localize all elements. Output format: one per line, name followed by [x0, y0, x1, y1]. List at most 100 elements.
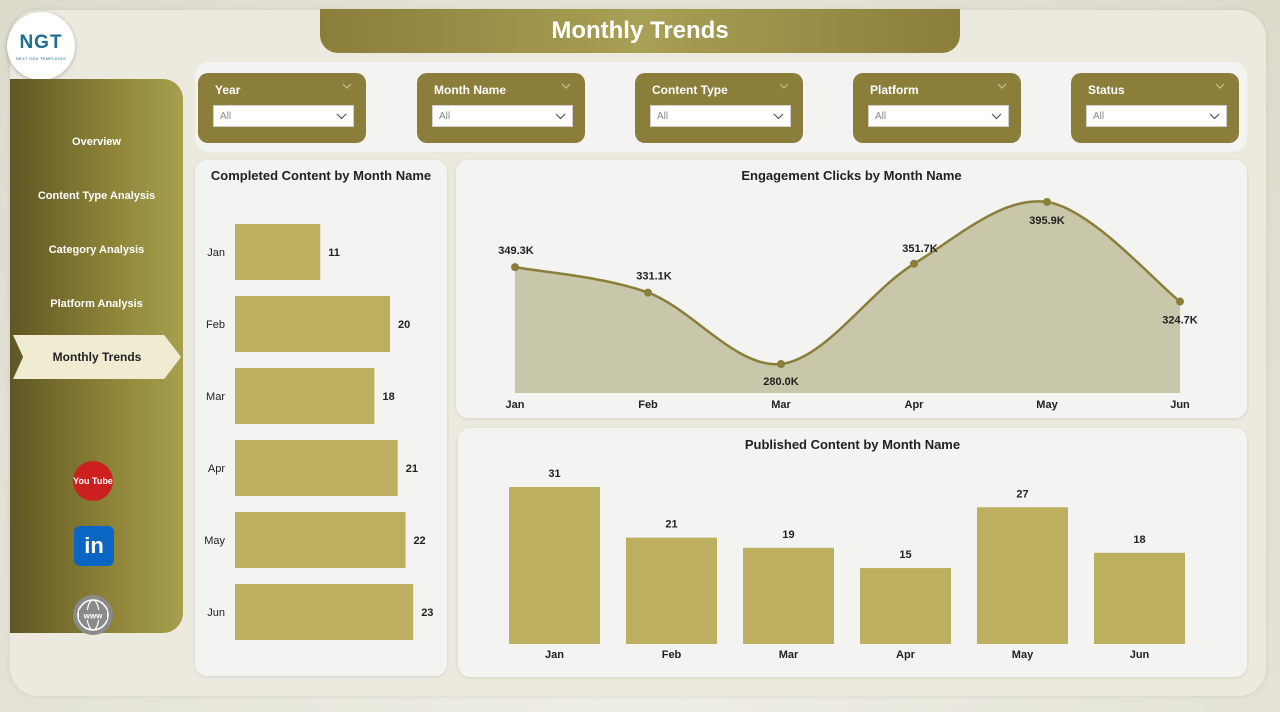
- data-label: 11: [328, 247, 340, 259]
- area-fill: [515, 201, 1180, 393]
- chart-title: Published Content by Month Name: [744, 437, 961, 452]
- sidebar-item-content-type-analysis[interactable]: Content Type Analysis: [10, 181, 183, 211]
- tick-label: Apr: [208, 463, 225, 475]
- tick-label: Feb: [638, 399, 658, 411]
- tick-label: May: [1036, 399, 1058, 411]
- data-label: 27: [1016, 488, 1028, 500]
- data-point: [777, 360, 785, 368]
- bar: [860, 568, 951, 644]
- filter-label: Month Name: [434, 83, 506, 97]
- chevron-down-icon[interactable]: [997, 83, 1007, 89]
- sidebar-item-label: Platform Analysis: [50, 298, 143, 310]
- globe-icon: www: [77, 599, 109, 631]
- chart-title: Completed Content by Month Name: [210, 168, 432, 183]
- logo-text: NGT: [19, 31, 63, 53]
- sidebar-item-label: Content Type Analysis: [37, 190, 156, 202]
- filter-label: Platform: [870, 83, 919, 97]
- series-line: [514, 200, 1181, 366]
- published-content-chart: 31 Jan 21 Feb 19 Mar 15 Apr 27 May 18 Jun: [509, 468, 1185, 661]
- tick-label: Mar: [771, 399, 791, 411]
- chevron-down-icon: [1209, 113, 1220, 119]
- bar: [235, 296, 390, 352]
- data-label: 21: [665, 519, 677, 531]
- data-label: 395.9K: [1029, 215, 1065, 227]
- data-point: [1043, 198, 1051, 206]
- filter-label: Status: [1088, 83, 1125, 97]
- tick-label: Jun: [1130, 649, 1150, 661]
- tick-label: Jan: [207, 247, 225, 259]
- filter-month-name: Month Name All: [417, 73, 585, 143]
- engagement-clicks-chart: 349.3K Jan 331.1K Feb 280.0K Mar 351.7K Apr 395.…: [498, 198, 1198, 411]
- tick-label: Jan: [506, 399, 525, 411]
- linkedin-icon[interactable]: in: [74, 526, 114, 566]
- sidebar-item-overview[interactable]: Overview: [10, 127, 183, 157]
- bar: [235, 584, 414, 640]
- data-label: 18: [382, 391, 394, 403]
- data-label: 31: [548, 468, 560, 480]
- data-label: 18: [1133, 534, 1145, 546]
- data-label: 20: [398, 319, 410, 331]
- data-label: 324.7K: [1162, 315, 1198, 327]
- bar: [977, 507, 1068, 644]
- filter-content-type: Content Type All: [635, 73, 803, 143]
- data-point: [644, 288, 652, 297]
- data-label: 15: [899, 549, 911, 561]
- sidebar-item-label: Monthly Trends: [52, 350, 142, 364]
- bar: [626, 537, 717, 644]
- bar: [1094, 552, 1185, 644]
- completed-content-card: Completed Content by Month Name Jan 11 Feb…: [195, 160, 447, 676]
- data-label: 351.7K: [902, 243, 938, 255]
- sidebar-item-label: Category Analysis: [48, 244, 145, 256]
- ngt-logo: NGT NEXT GEN TEMPLATES: [7, 12, 75, 80]
- data-label: 21: [406, 463, 418, 475]
- month-name-dropdown[interactable]: All: [432, 105, 573, 127]
- youtube-icon[interactable]: You Tube: [73, 461, 113, 501]
- sidebar-item-platform-analysis[interactable]: Platform Analysis: [10, 289, 183, 319]
- tick-label: Jan: [545, 649, 564, 661]
- data-label: 331.1K: [636, 271, 672, 283]
- data-point: [511, 263, 519, 272]
- chart-title: Engagement Clicks by Month Name: [741, 168, 962, 183]
- sidebar-item-category-analysis[interactable]: Category Analysis: [10, 235, 183, 265]
- tick-label: Feb: [662, 649, 682, 661]
- status-dropdown[interactable]: All: [1086, 105, 1227, 127]
- chevron-down-icon[interactable]: [561, 83, 571, 89]
- year-dropdown[interactable]: All: [213, 105, 354, 127]
- data-label: 22: [413, 535, 425, 547]
- tick-label: Mar: [206, 391, 225, 403]
- bar: [235, 224, 321, 280]
- sidebar-item-label: Overview: [72, 136, 121, 148]
- chevron-down-icon[interactable]: [342, 83, 352, 89]
- chevron-down-icon[interactable]: [1215, 83, 1225, 89]
- tick-label: Jun: [1170, 399, 1190, 411]
- data-point: [1176, 297, 1184, 306]
- filter-label: Content Type: [652, 83, 728, 97]
- tick-label: Apr: [905, 399, 925, 411]
- www-label: www: [83, 612, 103, 621]
- data-point: [910, 259, 918, 268]
- tick-label: Jun: [207, 607, 225, 619]
- published-content-card: Published Content by Month Name 31 Jan 21 F…: [458, 428, 1247, 677]
- content-type-dropdown[interactable]: All: [650, 105, 791, 127]
- completed-content-chart: Jan 11 Feb 20 Mar 18 Apr 21 May 22 Jun 23: [204, 224, 433, 640]
- youtube-label: You Tube: [73, 476, 113, 486]
- dropdown-value: All: [1093, 110, 1105, 122]
- chevron-down-icon[interactable]: [779, 83, 789, 89]
- bar: [743, 547, 834, 644]
- filter-platform: Platform All: [853, 73, 1021, 143]
- dropdown-value: All: [220, 110, 232, 122]
- www-icon[interactable]: www: [73, 595, 113, 635]
- logo-subtext: NEXT GEN TEMPLATES: [15, 55, 67, 61]
- data-label: 349.3K: [498, 245, 534, 257]
- chevron-down-icon: [991, 113, 1002, 119]
- filter-label: Year: [215, 83, 241, 97]
- tick-label: Feb: [206, 319, 225, 331]
- tick-label: May: [1012, 649, 1034, 661]
- platform-dropdown[interactable]: All: [868, 105, 1009, 127]
- chevron-down-icon: [336, 113, 347, 119]
- bar: [509, 487, 600, 644]
- filter-year: Year All: [198, 73, 366, 143]
- data-label: 280.0K: [763, 376, 799, 388]
- sidebar-item-monthly-trends[interactable]: Monthly Trends: [13, 335, 181, 379]
- title-banner: Monthly Trends: [320, 9, 960, 53]
